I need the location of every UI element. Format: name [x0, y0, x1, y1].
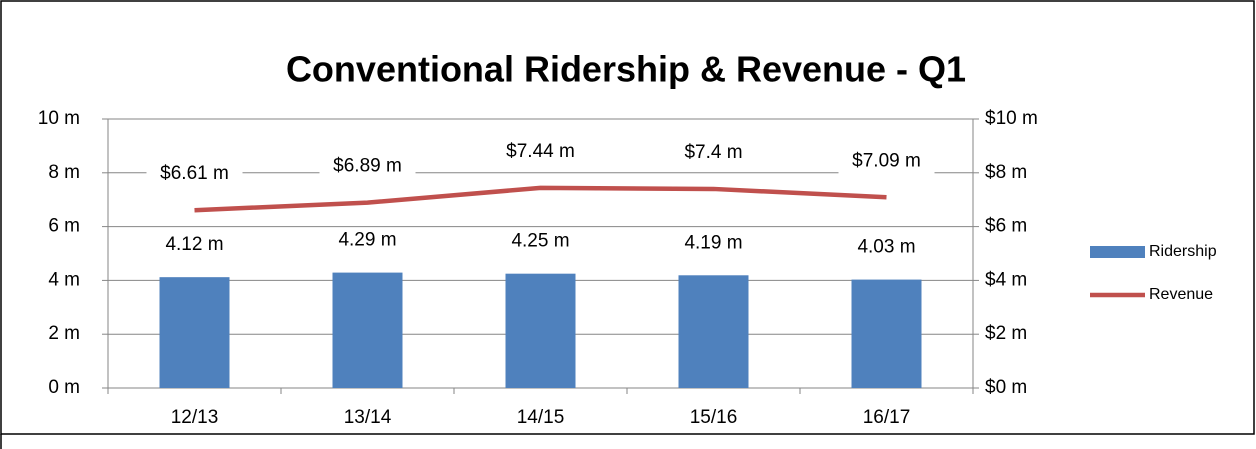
line-value-label: $7.44 m	[506, 141, 575, 162]
y2-tick-label: $8 m	[985, 162, 1027, 183]
line-value-label: $7.09 m	[852, 150, 921, 171]
x-tick-label: 13/14	[344, 407, 392, 428]
chart-title: Conventional Ridership & Revenue - Q1	[286, 49, 966, 90]
y-tick-label: 4 m	[48, 269, 80, 290]
bar	[159, 277, 230, 388]
y2-tick-label: $10 m	[985, 108, 1038, 129]
x-tick-label: 16/17	[863, 407, 911, 428]
bar	[851, 279, 922, 388]
bar-value-label: 4.19 m	[684, 232, 742, 253]
bar-value-label: 4.03 m	[857, 237, 915, 258]
y-tick-label: 10 m	[38, 108, 80, 129]
y-tick-label: 2 m	[48, 323, 80, 344]
revenue-line	[194, 185, 887, 213]
label-background	[146, 160, 243, 189]
label-background	[665, 138, 762, 167]
y2-tick-label: $0 m	[985, 377, 1027, 398]
x-tick-label: 12/13	[171, 407, 219, 428]
label-background	[319, 152, 416, 181]
bar	[678, 275, 749, 388]
y-tick-label: 6 m	[48, 216, 80, 237]
bar-value-label: 4.12 m	[165, 234, 223, 255]
y2-tick-label: $6 m	[985, 216, 1027, 237]
y2-tick-label: $2 m	[985, 323, 1027, 344]
legend-label: Revenue	[1149, 286, 1213, 303]
bar-value-label: 4.25 m	[511, 231, 569, 252]
y2-tick-label: $4 m	[985, 269, 1027, 290]
bar	[332, 272, 403, 388]
line-value-label: $6.61 m	[160, 163, 229, 184]
label-background	[492, 137, 589, 166]
line-value-label: $7.4 m	[684, 142, 742, 163]
line-value-label: $6.89 m	[333, 156, 402, 177]
legend-label: Ridership	[1149, 243, 1217, 260]
label-background	[838, 147, 935, 176]
y-tick-label: 8 m	[48, 162, 80, 183]
x-tick-label: 15/16	[690, 407, 738, 428]
bar	[505, 273, 576, 388]
x-tick-label: 14/15	[517, 407, 565, 428]
y-tick-label: 0 m	[48, 377, 80, 398]
bar-value-label: 4.29 m	[338, 230, 396, 251]
legend-swatch	[1090, 246, 1145, 258]
